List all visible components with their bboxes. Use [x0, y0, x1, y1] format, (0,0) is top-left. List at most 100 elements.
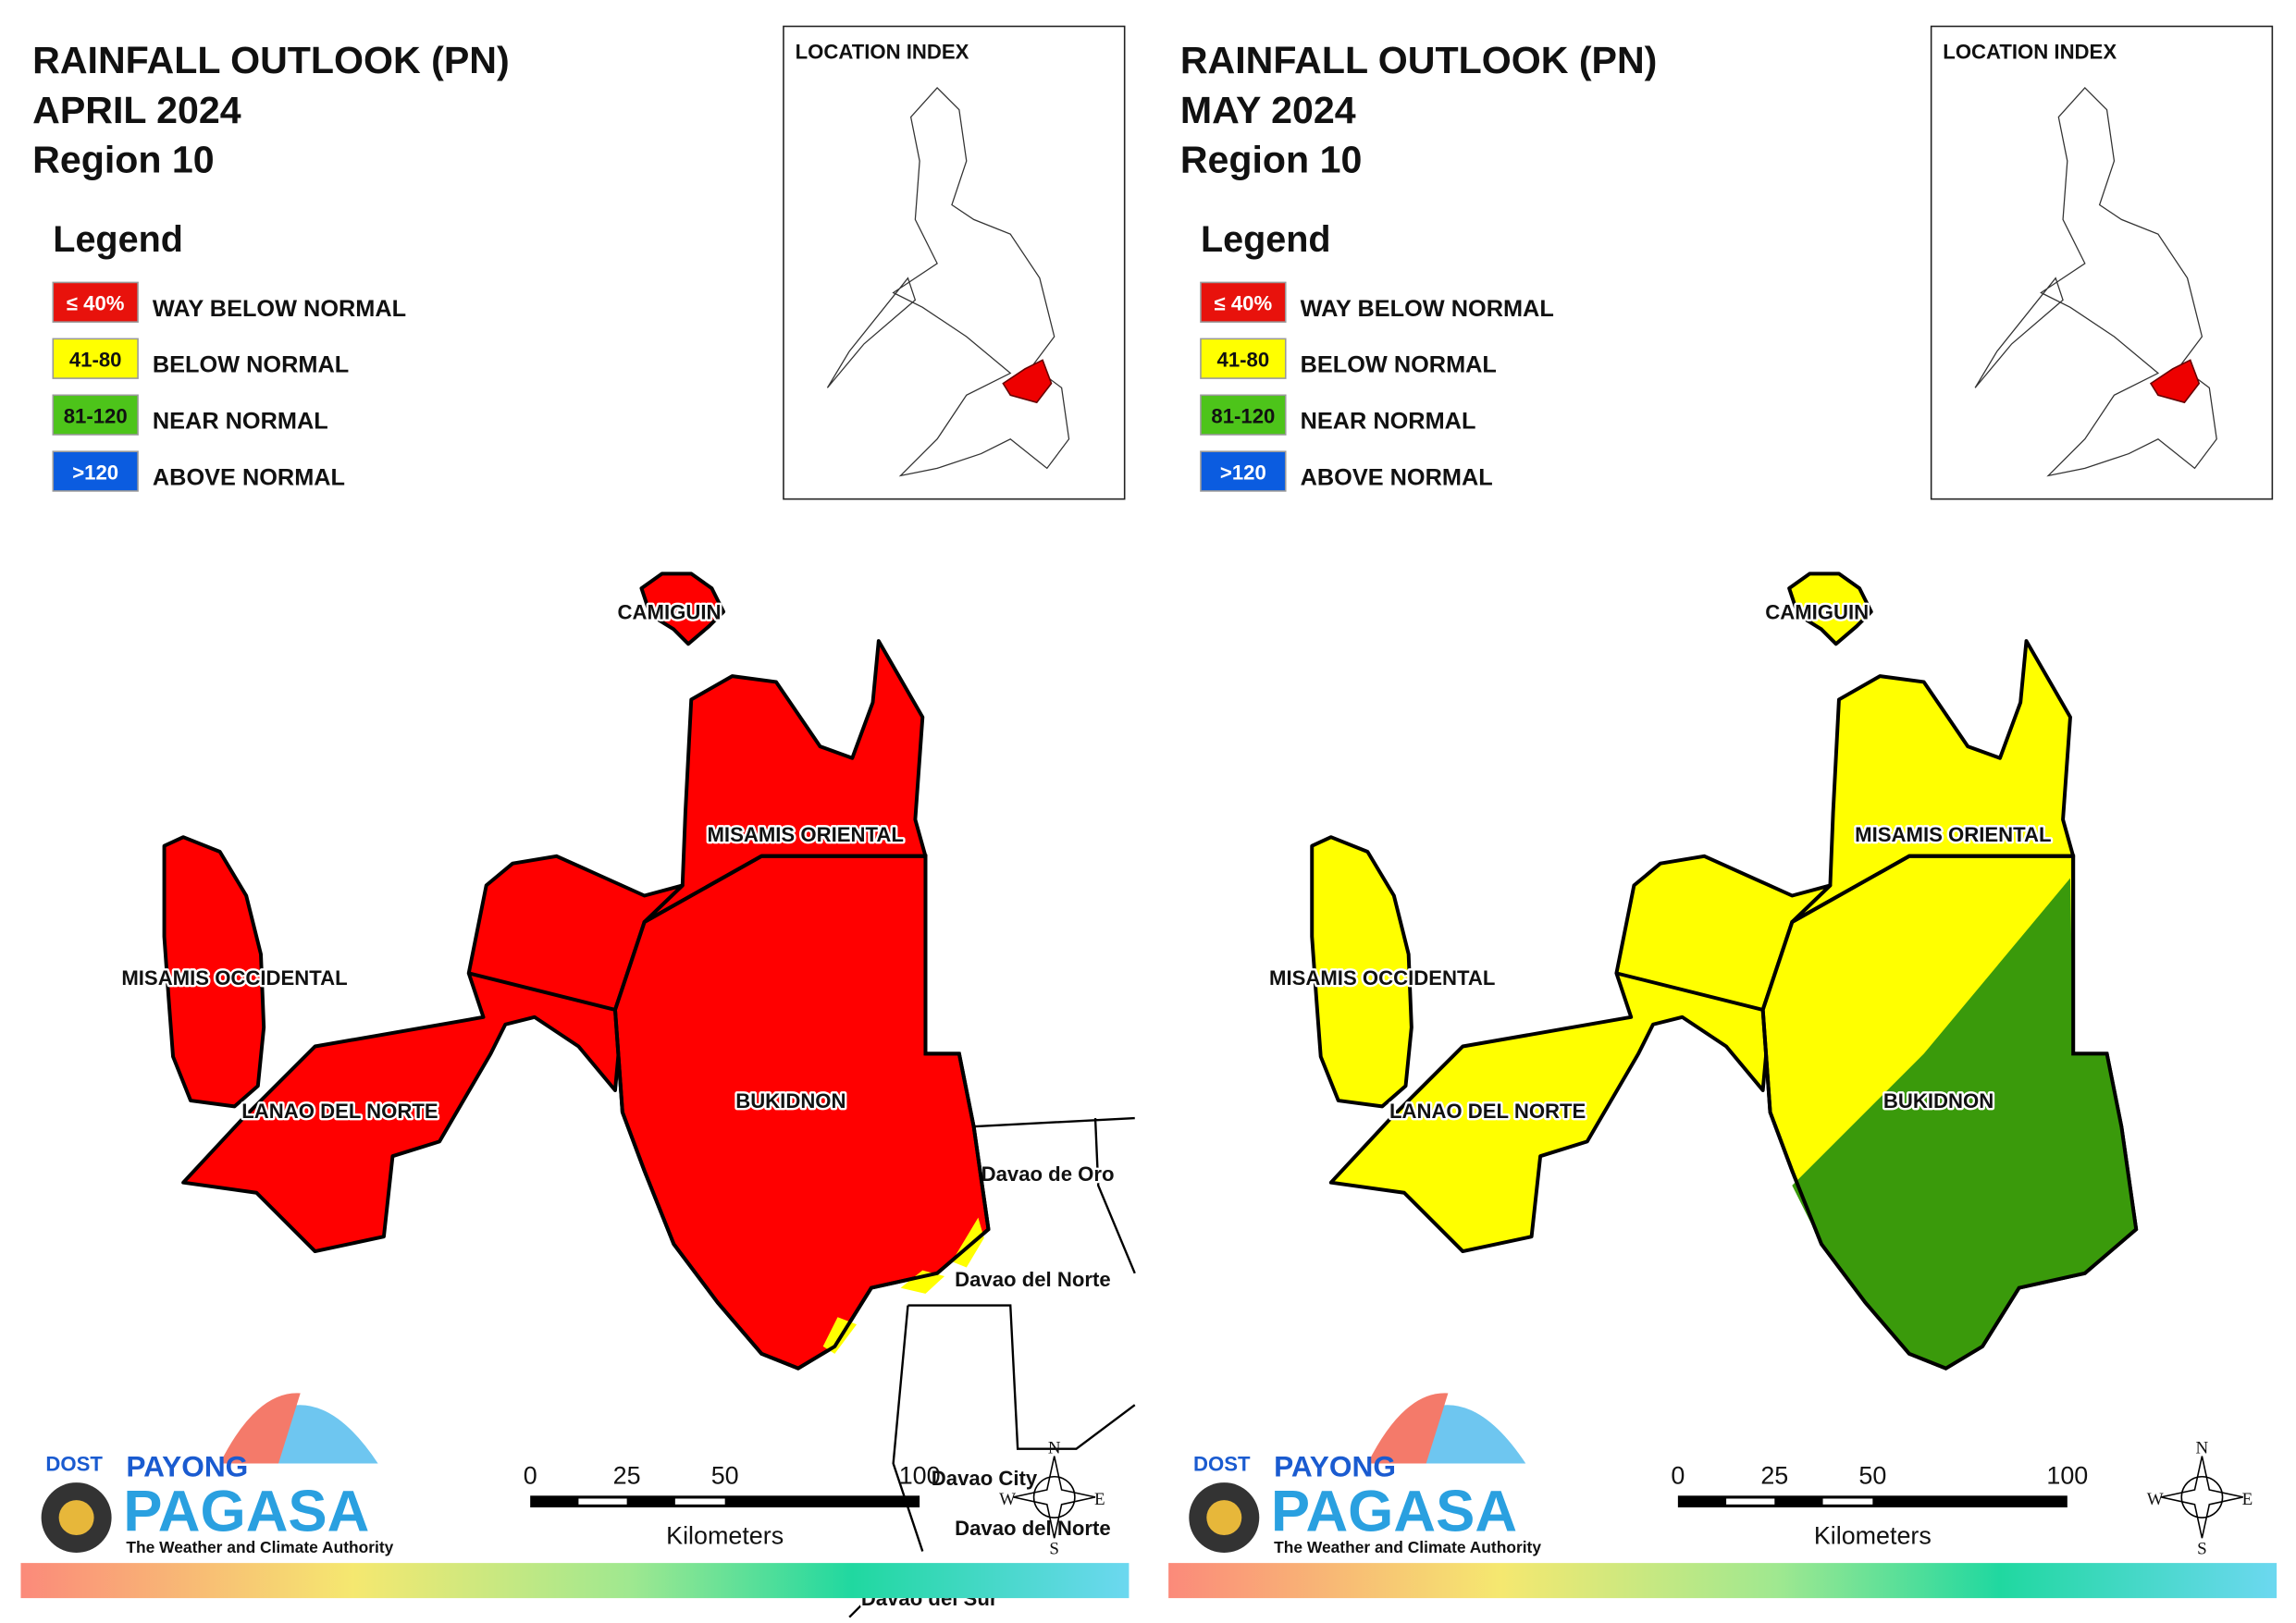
compass-letter: W — [999, 1490, 1016, 1509]
province-zone — [822, 1217, 984, 1354]
scale-bar-segment — [1726, 1498, 1775, 1505]
logo-agency: DOST — [1193, 1452, 1251, 1475]
logo-seal-inner — [58, 1500, 94, 1536]
logo-tagline: The Weather and Climate Authority — [126, 1538, 393, 1556]
compass-letter: W — [2147, 1490, 2164, 1509]
scale-tick-label: 100 — [2046, 1462, 2088, 1490]
province-label: LANAO DEL NORTE — [241, 1100, 438, 1123]
title-line: RAINFALL OUTLOOK (PN) — [32, 39, 510, 81]
legend-swatch — [52, 450, 139, 492]
neighbor-label: Davao City — [932, 1467, 1038, 1490]
compass-rose — [1013, 1456, 1096, 1539]
province-label: MISAMIS OCCIDENTAL — [121, 966, 347, 990]
neighbor-label: Davao de Oro — [981, 1162, 1115, 1186]
legend-swatch — [1200, 450, 1287, 492]
neighbor-label: Davao del Norte — [955, 1268, 1111, 1291]
compass-ring — [2180, 1475, 2224, 1518]
legend-swatch — [52, 338, 139, 379]
legend-label: 81-120 — [64, 404, 128, 427]
title-line: Region 10 — [1180, 139, 1363, 181]
logo-line2: PAGASA — [123, 1479, 369, 1543]
location-index-frame — [1930, 25, 2274, 500]
province — [1310, 835, 1413, 1109]
legend-swatch — [1200, 338, 1287, 379]
title-line: MAY 2024 — [1180, 89, 1356, 131]
legend-text: ABOVE NORMAL — [1301, 465, 1493, 491]
legend-text: BELOW NORMAL — [1301, 352, 1497, 378]
compass-letter: S — [1049, 1540, 1059, 1559]
scale-unit: Kilometers — [1814, 1522, 1932, 1550]
compass-letter: E — [1094, 1490, 1105, 1509]
location-index-map — [1974, 87, 2217, 477]
legend-text: NEAR NORMAL — [153, 409, 328, 435]
compass-letter: S — [2197, 1540, 2207, 1559]
legend-title: Legend — [1201, 219, 1331, 260]
province-border — [468, 854, 991, 1371]
neighbor-label: Davao del Norte — [955, 1517, 1111, 1540]
province-label: CAMIGUIN — [1765, 600, 1869, 623]
logo-line1: PAYONG — [126, 1450, 248, 1483]
location-index-highlight — [1002, 359, 1053, 404]
scale-tick-label: 0 — [524, 1462, 537, 1490]
location-index-title: LOCATION INDEX — [1943, 40, 2117, 63]
outlook-panel: RAINFALL OUTLOOK (PN) MAY 2024 Region 10 Le… — [1168, 25, 2277, 1599]
neighbor-boundaries — [848, 1116, 1136, 1618]
legend-text: WAY BELOW NORMAL — [1301, 296, 1554, 322]
legend-title: Legend — [53, 219, 183, 260]
title-line: Region 10 — [32, 139, 215, 181]
legend-text: BELOW NORMAL — [153, 352, 349, 378]
province-label: MISAMIS OCCIDENTAL — [1269, 966, 1495, 990]
compass-ring — [1032, 1475, 1076, 1518]
scale-tick-label: 50 — [1858, 1462, 1886, 1490]
scale-tick-label: 50 — [711, 1462, 739, 1490]
logo-agency: DOST — [45, 1452, 103, 1475]
location-index-frame — [783, 25, 1126, 500]
logo-line1: PAYONG — [1274, 1450, 1396, 1483]
legend-swatch — [52, 281, 139, 323]
province-label: MISAMIS ORIENTAL — [1855, 823, 2051, 846]
location-index-map — [826, 87, 1070, 477]
title-line: APRIL 2024 — [32, 89, 241, 131]
rainbow-bar — [20, 1563, 1129, 1599]
legend-swatch — [1200, 394, 1287, 436]
legend-label: 41-80 — [69, 348, 122, 371]
scale-tick-label: 25 — [613, 1462, 641, 1490]
compass-rose — [2160, 1456, 2243, 1539]
province — [1787, 572, 1873, 646]
compass-letter: N — [1048, 1438, 1061, 1457]
legend-label: >120 — [1220, 461, 1266, 484]
logo-umbrella-left — [219, 1393, 301, 1464]
legend-swatch — [1200, 281, 1287, 323]
province — [162, 835, 266, 1109]
legend-text: NEAR NORMAL — [1301, 409, 1476, 435]
province-label: CAMIGUIN — [618, 600, 722, 623]
scale-bar-segment — [578, 1498, 627, 1505]
title-line: RAINFALL OUTLOOK (PN) — [1180, 39, 1658, 81]
scale-bar-segment — [1822, 1498, 1873, 1505]
compass-letter: N — [2196, 1438, 2209, 1457]
rainbow-bar — [1168, 1563, 2277, 1599]
legend-label: 81-120 — [1211, 404, 1275, 427]
province-label: BUKIDNON — [1883, 1089, 1994, 1113]
compass-letter: E — [2242, 1490, 2253, 1509]
logo-line2: PAGASA — [1271, 1479, 1517, 1543]
legend-swatch — [52, 394, 139, 436]
legend-text: WAY BELOW NORMAL — [153, 296, 406, 322]
logo-tagline: The Weather and Climate Authority — [1274, 1538, 1541, 1556]
legend-label: ≤ 40% — [1215, 291, 1273, 314]
province-label: BUKIDNON — [735, 1089, 846, 1113]
scale-tick-label: 0 — [1671, 1462, 1685, 1490]
province — [639, 572, 726, 646]
scale-tick-label: 25 — [1760, 1462, 1788, 1490]
location-index-highlight — [2149, 359, 2201, 404]
location-index-title: LOCATION INDEX — [796, 40, 969, 63]
legend-label: >120 — [72, 461, 118, 484]
legend-text: ABOVE NORMAL — [153, 465, 345, 491]
scale-unit: Kilometers — [666, 1522, 784, 1550]
logo-umbrella-left — [1367, 1393, 1449, 1464]
legend-label: 41-80 — [1217, 348, 1270, 371]
province-zone — [1792, 878, 2137, 1369]
legend-label: ≤ 40% — [67, 291, 125, 314]
